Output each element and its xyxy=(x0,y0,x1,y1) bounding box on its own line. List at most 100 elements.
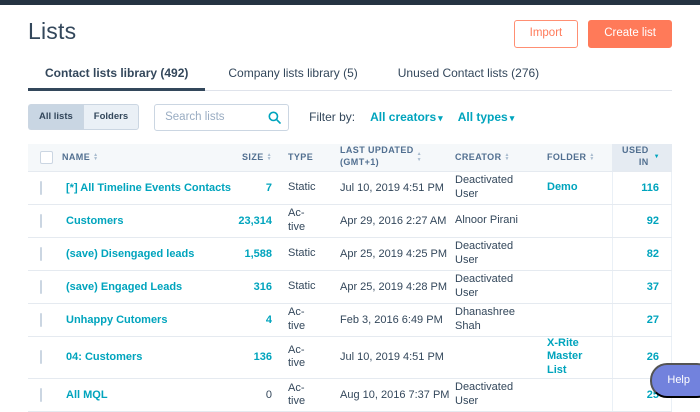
type-cell: Static xyxy=(288,279,316,292)
row-checkbox[interactable] xyxy=(40,213,42,228)
folder-link[interactable]: X-Rite Master List xyxy=(547,336,583,377)
size-link[interactable]: 1,588 xyxy=(244,247,272,260)
import-button[interactable]: Import xyxy=(513,20,579,48)
size-cell: 4 xyxy=(238,314,278,326)
used-in-link[interactable]: 37 xyxy=(646,280,659,293)
table-row: (save) Disengaged leads 1,588 Static Apr 25… xyxy=(28,237,672,271)
sort-icon: ▲ ▼ xyxy=(93,152,99,162)
list-name-cell: Customers xyxy=(62,215,238,227)
size-link[interactable]: 23,314 xyxy=(238,214,272,227)
header-checkbox-cell xyxy=(28,150,62,164)
search-box xyxy=(154,103,290,131)
column-header-last-updated[interactable]: LAST UPDATED (GMT+1) ▲ ▼ xyxy=(340,145,422,167)
size-cell: 136 xyxy=(238,351,278,363)
row-checkbox[interactable] xyxy=(40,246,42,261)
used-in-cell: 82 xyxy=(612,237,672,270)
column-header-used-in[interactable]: USED IN ▼ xyxy=(612,143,672,171)
row-checkbox[interactable] xyxy=(40,312,42,327)
filter-by-group: Filter by: All creators ▾ All types ▾ xyxy=(309,110,514,124)
folder-cell: X-Rite Master List xyxy=(536,337,612,378)
create-list-button[interactable]: Create list xyxy=(588,20,672,48)
table-row: 04: Customers 136 Ac- tive Jul 10, 2019 4:5… xyxy=(28,336,672,379)
tab-unused-contact-lists[interactable]: Unused Contact lists (276) xyxy=(397,65,540,80)
size-cell: 1,588 xyxy=(238,248,278,260)
used-in-cell: 116 xyxy=(612,171,672,204)
size-cell: 316 xyxy=(238,281,278,293)
row-checkbox-cell xyxy=(28,312,62,327)
type-cell: Static xyxy=(288,180,316,193)
row-checkbox[interactable] xyxy=(40,350,42,365)
size-link[interactable]: 316 xyxy=(253,280,272,293)
row-checkbox-cell xyxy=(28,180,62,195)
used-in-link[interactable]: 92 xyxy=(646,214,659,227)
table-row: (save) Engaged Leads 316 Static Apr 25, 201… xyxy=(28,270,672,304)
size-link[interactable]: 4 xyxy=(265,313,272,326)
size-link[interactable]: 136 xyxy=(253,351,272,364)
filter-bar: All lists Folders Filter by: All creator… xyxy=(28,103,672,131)
last-updated-cell: Jul 10, 2019 4:51 PM xyxy=(340,181,444,194)
used-in-link[interactable]: 26 xyxy=(646,351,659,364)
table-row: Customers 23,314 Ac- tive Apr 29, 2016 2:27… xyxy=(28,204,672,238)
list-name-link[interactable]: (save) Engaged Leads xyxy=(66,280,183,293)
column-header-folder[interactable]: FOLDER ▲ ▼ xyxy=(547,152,595,162)
creator-cell: Dhanashree Shah xyxy=(455,305,515,332)
select-all-checkbox[interactable] xyxy=(40,150,53,164)
help-button[interactable]: Help xyxy=(650,363,700,398)
sort-icon: ▲ ▼ xyxy=(589,152,595,162)
last-updated-cell: Apr 29, 2016 2:27 AM xyxy=(340,214,447,227)
sort-icon: ▲ ▼ xyxy=(416,150,422,164)
row-checkbox-cell xyxy=(28,213,62,228)
folders-toggle[interactable]: Folders xyxy=(82,104,140,130)
library-tabs: Contact lists library (492) Company list… xyxy=(28,57,672,91)
list-name-link[interactable]: [*] All Timeline Events Contacts xyxy=(66,181,232,194)
used-in-cell: 26 xyxy=(612,336,672,378)
filter-by-label: Filter by: xyxy=(309,110,356,124)
last-updated-cell: Feb 3, 2016 6:49 PM xyxy=(340,313,443,326)
size-cell: 7 xyxy=(238,182,278,194)
last-updated-cell: Apr 25, 2019 4:28 PM xyxy=(340,280,448,293)
used-in-cell: 37 xyxy=(612,270,672,303)
size-value: 0 xyxy=(265,388,272,401)
list-name-link[interactable]: Unhappy Cutomers xyxy=(66,313,168,326)
list-name-link[interactable]: All MQL xyxy=(66,388,108,401)
list-name-link[interactable]: Customers xyxy=(66,214,124,227)
all-lists-toggle[interactable]: All lists xyxy=(28,104,83,130)
sort-icon: ▲ ▼ xyxy=(504,152,510,162)
type-cell: Ac- tive xyxy=(288,306,306,332)
list-name-link[interactable]: (save) Disengaged leads xyxy=(66,247,195,260)
last-updated-cell: Apr 25, 2019 4:25 PM xyxy=(340,247,448,260)
column-header-creator[interactable]: CREATOR ▲ ▼ xyxy=(455,152,510,162)
all-types-dropdown[interactable]: All types ▾ xyxy=(457,110,515,124)
view-toggle: All lists Folders xyxy=(28,104,140,130)
used-in-link[interactable]: 116 xyxy=(641,181,659,194)
column-header-name[interactable]: NAME ▲ ▼ xyxy=(62,152,99,162)
creator-cell: Deactivated User xyxy=(455,272,514,299)
table-body: [*] All Timeline Events Contacts 7 Static J… xyxy=(28,171,672,412)
size-cell: 0 xyxy=(238,389,278,401)
type-cell: Static xyxy=(288,246,316,259)
table-row: All MQL 0 Ac- tive Aug 10, 2016 7:37 PM Deac… xyxy=(28,378,672,412)
tab-company-lists[interactable]: Company lists library (5) xyxy=(228,65,358,80)
tab-contact-lists[interactable]: Contact lists library (492) xyxy=(28,57,206,91)
chevron-down-icon: ▾ xyxy=(438,113,443,123)
column-header-size[interactable]: SIZE ▲ ▼ xyxy=(242,152,272,162)
table-header-row: NAME ▲ ▼ SIZE ▲ ▼ TYPE LAST UPDATED (GMT+1) ▲… xyxy=(28,143,672,172)
last-updated-cell: Jul 10, 2019 4:51 PM xyxy=(340,351,444,364)
folder-cell: Demo xyxy=(536,181,612,195)
all-creators-dropdown[interactable]: All creators ▾ xyxy=(370,110,443,124)
used-in-link[interactable]: 82 xyxy=(646,247,659,260)
creator-cell: Deactivated User xyxy=(455,173,514,200)
creator-cell: Deactivated User xyxy=(455,239,514,266)
list-name-cell: (save) Engaged Leads xyxy=(62,281,238,293)
used-in-link[interactable]: 27 xyxy=(646,313,659,326)
folder-link[interactable]: Demo xyxy=(547,180,578,193)
last-updated-cell: Aug 10, 2016 7:37 PM xyxy=(340,388,450,401)
size-link[interactable]: 7 xyxy=(265,181,272,194)
row-checkbox[interactable] xyxy=(40,279,42,294)
list-name-cell: 04: Customers xyxy=(62,351,238,363)
row-checkbox[interactable] xyxy=(40,180,42,195)
search-input[interactable] xyxy=(154,103,290,131)
list-name-link[interactable]: 04: Customers xyxy=(66,351,143,364)
row-checkbox[interactable] xyxy=(40,387,42,402)
global-nav-edge xyxy=(0,0,700,5)
